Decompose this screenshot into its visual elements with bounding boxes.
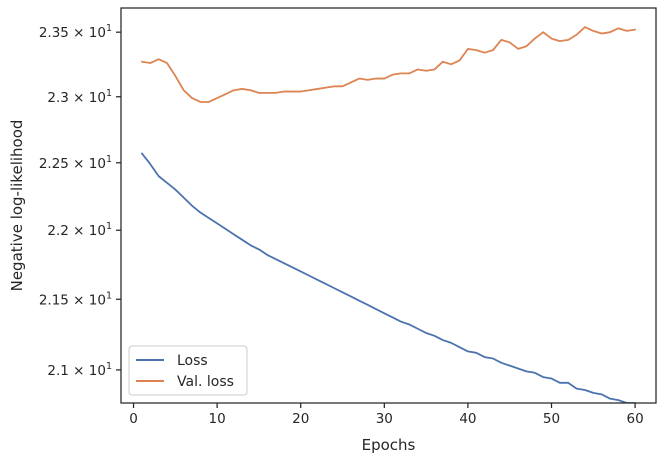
x-tick-label: 50 — [543, 411, 560, 427]
x-tick-label: 40 — [459, 411, 476, 427]
y-tick-label: 2.35 × 101 — [39, 23, 112, 41]
y-tick-label: 2.3 × 101 — [47, 88, 112, 106]
y-tick-label: 2.25 × 101 — [39, 154, 112, 172]
y-tick-label: 2.15 × 101 — [39, 290, 112, 308]
x-axis-label: Epochs — [362, 436, 416, 454]
legend-entry-loss: Loss — [177, 353, 208, 369]
legend: Loss Val. loss — [128, 345, 248, 396]
x-tick-label: 60 — [627, 411, 644, 427]
y-tick-label: 2.2 × 101 — [47, 221, 112, 239]
axes-frame — [120, 7, 657, 404]
legend-box — [128, 345, 248, 396]
ticks-layer: 0 10 20 30 40 50 60 2.1 × 101 2.15 × 101 2.2 × 10… — [39, 23, 644, 427]
y-axis-label: Negative log-likelihood — [8, 120, 26, 292]
x-tick-label: 20 — [292, 411, 309, 427]
series-line-loss — [140, 152, 636, 403]
x-tick-label: 30 — [376, 411, 393, 427]
legend-entry-val-loss: Val. loss — [177, 374, 234, 390]
x-tick-label: 10 — [209, 411, 226, 427]
x-tick-label: 0 — [129, 411, 138, 427]
series-line-val-loss — [140, 26, 636, 103]
series-layer — [140, 26, 636, 403]
y-tick-label: 2.1 × 101 — [47, 361, 112, 379]
